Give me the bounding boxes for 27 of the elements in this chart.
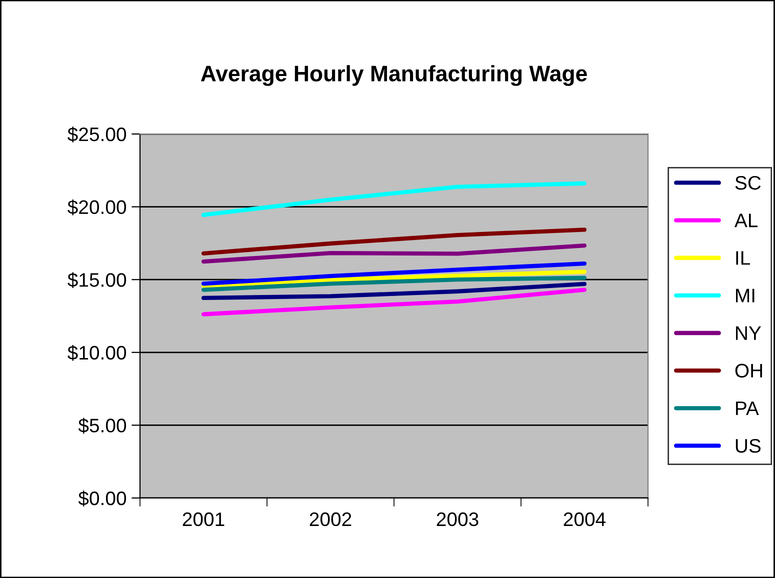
line-series bbox=[201, 270, 587, 288]
y-tick-label: $20.00 bbox=[68, 199, 126, 216]
y-tick-label: $5.00 bbox=[78, 418, 126, 434]
legend-label: MI bbox=[736, 288, 754, 302]
line-series bbox=[201, 181, 587, 218]
line-series bbox=[201, 228, 587, 256]
line-series bbox=[201, 243, 587, 264]
y-tick-label: $10.00 bbox=[68, 345, 126, 361]
legend-label: NY bbox=[736, 326, 762, 340]
y-tick-label: $15.00 bbox=[68, 272, 126, 288]
line-series bbox=[201, 262, 587, 286]
y-tick-label: $25.00 bbox=[68, 126, 126, 142]
x-tick-label: 2001 bbox=[182, 512, 224, 526]
legend-label: PA bbox=[736, 402, 759, 415]
x-tick-label: 2004 bbox=[564, 512, 606, 526]
legend-label: US bbox=[736, 438, 761, 453]
legend-label: IL bbox=[736, 251, 750, 265]
line-series bbox=[201, 288, 587, 316]
legend-label: OH bbox=[735, 364, 762, 378]
y-tick-label: $0.00 bbox=[78, 490, 126, 506]
x-tick-label: 2003 bbox=[436, 512, 478, 526]
line-series bbox=[201, 276, 587, 292]
legend-label: AL bbox=[734, 214, 758, 228]
chart-title: Average Hourly Manufacturing Wage bbox=[200, 65, 587, 86]
legend-label: SC bbox=[735, 176, 761, 190]
line-series bbox=[201, 282, 587, 300]
x-tick-label: 2002 bbox=[310, 512, 352, 526]
